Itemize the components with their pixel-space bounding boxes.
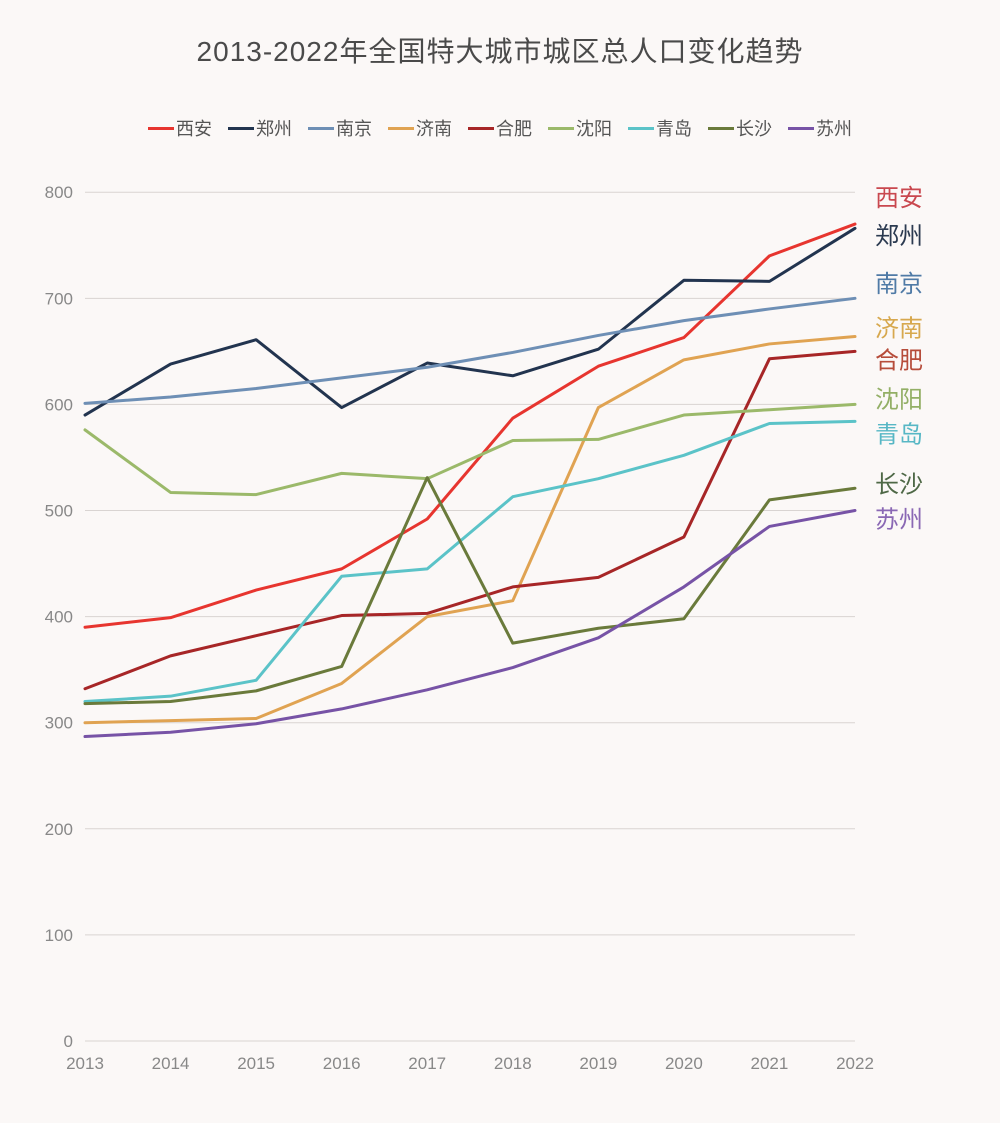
series-line-长沙 — [85, 478, 855, 704]
chart-svg: 0 100 200 300 400 500 600 700 800 2013 2014 2015 201… — [30, 171, 970, 1101]
legend-item-长沙: 长沙 — [708, 115, 772, 141]
legend-swatch — [788, 127, 814, 130]
x-tick-label: 2017 — [408, 1054, 446, 1073]
x-tick-label: 2021 — [751, 1054, 789, 1073]
y-tick-label: 800 — [45, 183, 73, 202]
x-tick-label: 2019 — [579, 1054, 617, 1073]
series-end-label-合肥: 合肥 — [875, 347, 923, 374]
legend-label: 青岛 — [656, 119, 692, 139]
chart-title: 2013-2022年全国特大城市城区总人口变化趋势 — [0, 0, 1000, 70]
legend-label: 合肥 — [496, 119, 532, 139]
legend-swatch — [388, 127, 414, 130]
legend-item-济南: 济南 — [388, 115, 452, 141]
legend-item-合肥: 合肥 — [468, 115, 532, 141]
series-end-label-西安: 西安 — [875, 185, 923, 212]
x-tick-label: 2020 — [665, 1054, 703, 1073]
legend-item-郑州: 郑州 — [228, 115, 292, 141]
y-tick-label: 700 — [45, 289, 73, 308]
series-end-label-郑州: 郑州 — [875, 223, 923, 250]
y-tick-label: 200 — [45, 820, 73, 839]
x-tick-label: 2015 — [237, 1054, 275, 1073]
x-tick-label: 2013 — [66, 1054, 104, 1073]
chart-plot-area: 0 100 200 300 400 500 600 700 800 2013 2014 2015 201… — [30, 171, 970, 1106]
legend-label: 苏州 — [816, 119, 852, 139]
x-tick-label: 2014 — [152, 1054, 190, 1073]
series-end-label-南京: 南京 — [875, 271, 923, 298]
legend-label: 济南 — [416, 119, 452, 139]
legend-swatch — [308, 127, 334, 130]
series-line-西安 — [85, 224, 855, 627]
y-tick-label: 0 — [64, 1032, 73, 1051]
legend-label: 沈阳 — [576, 119, 612, 139]
x-tick-label: 2022 — [836, 1054, 874, 1073]
series-line-郑州 — [85, 228, 855, 415]
y-tick-label: 600 — [45, 395, 73, 414]
legend-swatch — [228, 127, 254, 130]
chart-page: { "chart": { "type": "line", "title": "2… — [0, 0, 1000, 1123]
x-tick-label: 2018 — [494, 1054, 532, 1073]
y-tick-label: 400 — [45, 608, 73, 627]
y-tick-label: 300 — [45, 714, 73, 733]
chart-legend: 西安 郑州 南京 济南 合肥 沈阳 青岛 长沙 苏州 — [0, 115, 1000, 141]
legend-label: 南京 — [336, 119, 372, 139]
series-line-合肥 — [85, 351, 855, 688]
legend-label: 长沙 — [736, 119, 772, 139]
legend-swatch — [708, 127, 734, 130]
series-line-苏州 — [85, 511, 855, 737]
legend-item-苏州: 苏州 — [788, 115, 852, 141]
legend-swatch — [628, 127, 654, 130]
x-tick-label: 2016 — [323, 1054, 361, 1073]
series-end-label-苏州: 苏州 — [875, 506, 923, 533]
series-end-label-长沙: 长沙 — [875, 471, 923, 498]
series-end-label-沈阳: 沈阳 — [875, 387, 923, 414]
y-tick-label: 500 — [45, 502, 73, 521]
legend-item-沈阳: 沈阳 — [548, 115, 612, 141]
y-tick-label: 100 — [45, 926, 73, 945]
legend-item-南京: 南京 — [308, 115, 372, 141]
series-end-label-济南: 济南 — [875, 315, 923, 342]
legend-item-青岛: 青岛 — [628, 115, 692, 141]
legend-label: 西安 — [176, 119, 212, 139]
legend-item-西安: 西安 — [148, 115, 212, 141]
series-end-label-青岛: 青岛 — [875, 422, 923, 449]
legend-swatch — [468, 127, 494, 130]
legend-swatch — [548, 127, 574, 130]
legend-label: 郑州 — [256, 119, 292, 139]
legend-swatch — [148, 127, 174, 130]
